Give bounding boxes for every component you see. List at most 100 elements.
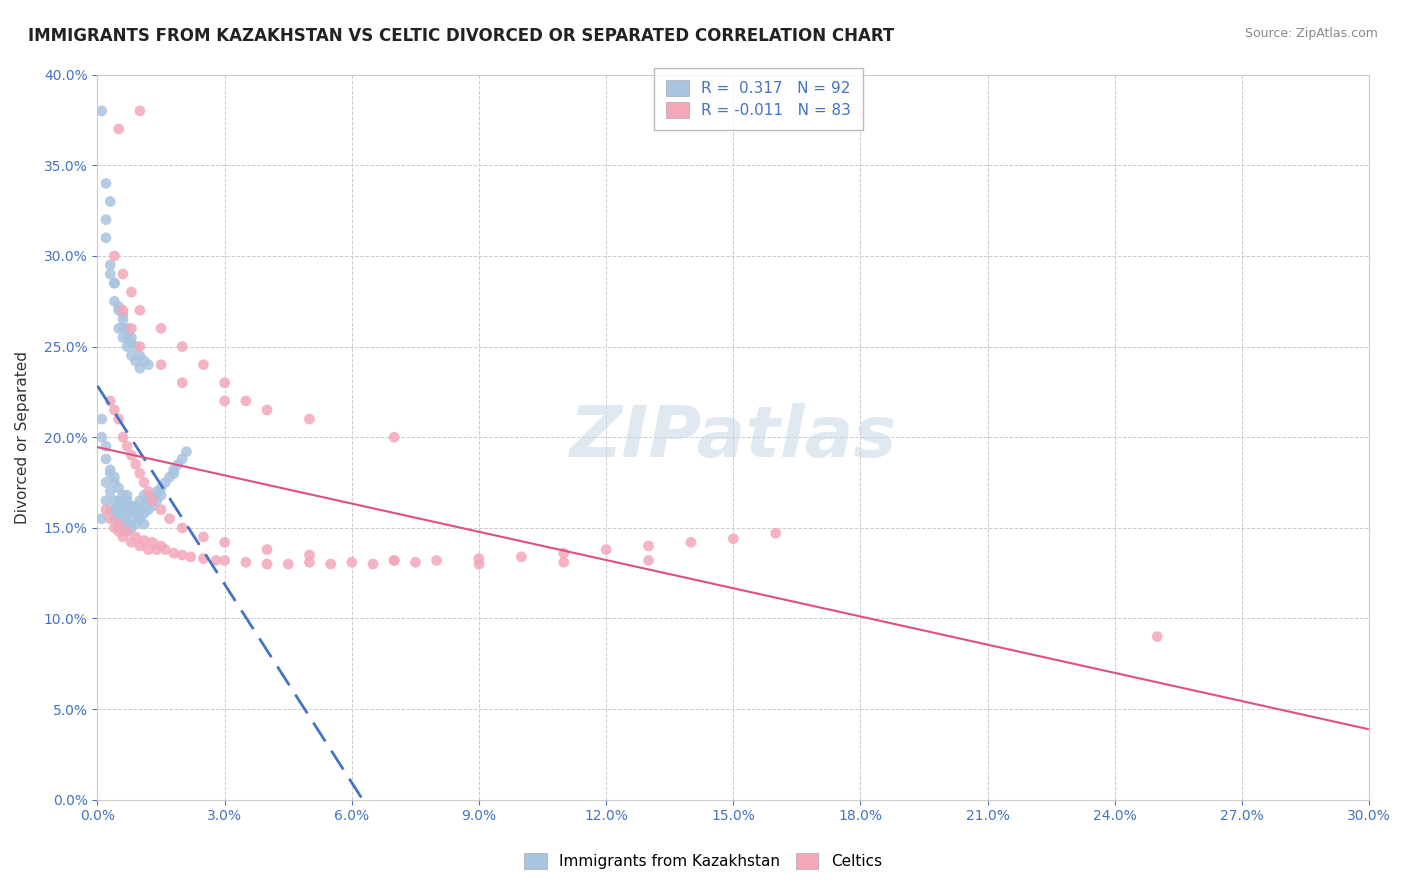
Point [132,354,155,368]
Point [163,467,186,481]
Point [128,502,150,516]
Point [103,470,125,484]
Point [111,312,134,326]
Y-axis label: Divorced or Separated: Divorced or Separated [15,351,30,524]
Point [193,530,215,544]
Point [128,467,150,481]
Point [94,502,117,516]
Point [111,267,134,281]
Point [426,553,449,567]
Point [553,546,575,560]
Point [214,553,236,567]
Point [103,475,125,490]
Point [103,249,125,263]
Point [120,535,142,549]
Point [142,535,165,549]
Point [120,448,142,462]
Point [256,557,278,571]
Point [214,376,236,390]
Point [94,452,117,467]
Text: ZIPatlas: ZIPatlas [569,402,897,472]
Point [180,549,202,564]
Point [163,546,186,560]
Point [107,321,129,335]
Point [138,493,160,508]
Point [115,493,138,508]
Point [107,512,129,526]
Point [103,294,125,309]
Point [120,349,142,363]
Point [103,502,125,516]
Point [103,493,125,508]
Point [128,361,150,376]
Point [98,502,121,516]
Point [723,532,745,546]
Point [128,493,150,508]
Point [124,499,146,513]
Point [98,484,121,499]
Point [159,512,181,526]
Point [637,539,659,553]
Point [765,526,787,541]
Point [1146,630,1168,644]
Point [138,358,160,372]
Point [193,551,215,566]
Point [361,557,384,571]
Point [115,524,138,539]
Point [637,553,659,567]
Point [319,557,342,571]
Point [94,475,117,490]
Point [111,430,134,444]
Point [256,403,278,417]
Point [193,358,215,372]
Point [98,393,121,408]
Point [142,493,165,508]
Point [111,521,134,535]
Point [124,354,146,368]
Point [128,512,150,526]
Point [94,439,117,453]
Point [132,488,155,502]
Point [115,524,138,539]
Point [120,499,142,513]
Point [107,521,129,535]
Point [132,506,155,520]
Point [235,393,257,408]
Point [128,303,150,318]
Point [94,231,117,245]
Point [111,330,134,344]
Point [115,321,138,335]
Point [128,512,150,526]
Point [107,481,129,495]
Point [103,521,125,535]
Point [111,530,134,544]
Point [146,542,169,557]
Point [214,535,236,549]
Text: Source: ZipAtlas.com: Source: ZipAtlas.com [1244,27,1378,40]
Point [167,458,190,472]
Point [111,512,134,526]
Point [340,555,363,569]
Point [468,551,491,566]
Point [107,493,129,508]
Point [115,506,138,520]
Point [138,502,160,516]
Point [94,212,117,227]
Point [115,517,138,532]
Point [176,444,198,458]
Point [679,535,702,549]
Point [172,376,194,390]
Point [120,321,142,335]
Point [120,335,142,350]
Legend: Immigrants from Kazakhstan, Celtics: Immigrants from Kazakhstan, Celtics [517,847,889,875]
Point [159,470,181,484]
Point [90,412,112,426]
Point [98,194,121,209]
Point [146,484,169,499]
Point [107,517,129,532]
Point [90,512,112,526]
Point [163,463,186,477]
Point [120,512,142,526]
Point [120,502,142,516]
Point [111,307,134,321]
